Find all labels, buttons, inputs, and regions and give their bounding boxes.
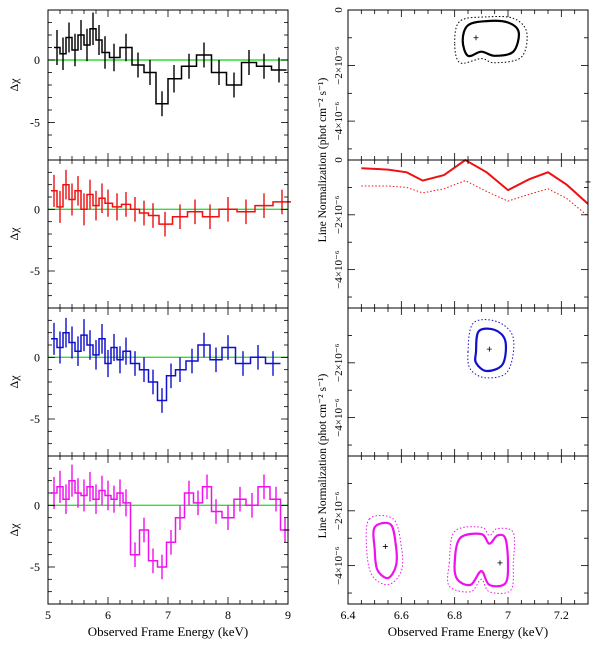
x-tick-label: 6: [105, 608, 111, 622]
y-tick-label: -5: [30, 264, 40, 278]
residual-panel-1: [48, 12, 288, 117]
y-tick-label: -5: [30, 412, 40, 426]
best-fit-marker: [382, 543, 388, 549]
contour-inner: [453, 532, 510, 588]
y-tick-label: −2×10⁻⁶: [333, 343, 345, 382]
contour-panel-3: [467, 319, 515, 379]
best-fit-marker: [497, 560, 503, 566]
contour-frame: [347, 455, 589, 605]
x-tick-label: 9: [285, 608, 291, 622]
best-fit-marker: [473, 35, 479, 41]
contour-outer: [454, 16, 528, 64]
residual-step-line: [51, 331, 281, 402]
contour-inner: [372, 521, 398, 580]
contour-frame: [347, 307, 589, 457]
y-axis-label: Line Normalization (phot cm⁻² s⁻¹): [317, 374, 329, 539]
residual-frame: [47, 455, 289, 605]
y-tick-label: 0: [34, 498, 40, 512]
contour-panel-4: [365, 514, 516, 594]
y-tick-label: −2×10⁻⁶: [333, 195, 345, 234]
contour-outer: [447, 526, 516, 594]
x-tick-label: 5: [45, 608, 51, 622]
y-tick-label: −4×10⁻⁶: [333, 102, 345, 141]
y-tick-label: -5: [30, 116, 40, 130]
residual-frame: [47, 159, 289, 309]
contour-inner: [474, 327, 508, 373]
x-tick-label: 6.8: [447, 608, 462, 622]
right-x-axis-label: Observed Frame Energy (keV): [388, 624, 548, 639]
y-tick-label: 0: [333, 7, 345, 13]
contour-frame: [347, 9, 589, 161]
residual-step-line: [51, 479, 290, 568]
best-fit-marker: [486, 346, 492, 352]
y-tick-label: −4×10⁻⁶: [333, 546, 345, 585]
y-tick-label: −4×10⁻⁶: [333, 250, 345, 289]
contour-inner: [361, 158, 589, 205]
contour-panel-2: [361, 158, 591, 217]
y-tick-label: −2×10⁻⁶: [333, 46, 345, 85]
contour-frame: [347, 159, 589, 309]
y-axis-label: Line Normalization (phot cm⁻² s⁻¹): [317, 78, 329, 243]
y-tick-label: −2×10⁻⁶: [333, 491, 345, 530]
y-tick-label: 0: [34, 350, 40, 364]
residual-panel-3: [48, 317, 288, 413]
y-tick-label: 0: [34, 202, 40, 216]
y-axis-label: Δχ: [7, 227, 21, 241]
contour-outer: [467, 319, 515, 379]
contour-inner: [461, 19, 520, 58]
contour-outer: [361, 180, 589, 217]
y-axis-label: Δχ: [7, 375, 21, 389]
x-tick-label: 7: [505, 608, 511, 622]
y-tick-label: 0: [333, 157, 345, 163]
y-tick-label: −4×10⁻⁶: [333, 398, 345, 437]
y-tick-label: -5: [30, 560, 40, 574]
residual-step-line: [51, 183, 291, 225]
y-axis-label: Δχ: [7, 78, 21, 92]
x-tick-label: 7.2: [554, 608, 569, 622]
x-tick-label: 6.4: [341, 608, 356, 622]
residual-panel-2: [48, 169, 291, 237]
left-x-axis-label: Observed Frame Energy (keV): [88, 624, 248, 639]
x-tick-label: 6.6: [394, 608, 409, 622]
residual-step-line: [54, 28, 287, 105]
y-axis-label: Δχ: [7, 523, 21, 537]
residual-panel-4: [48, 464, 290, 580]
contour-panel-1: [454, 16, 528, 64]
x-tick-label: 8: [225, 608, 231, 622]
y-tick-label: 0: [34, 53, 40, 67]
x-tick-label: 7: [165, 608, 171, 622]
